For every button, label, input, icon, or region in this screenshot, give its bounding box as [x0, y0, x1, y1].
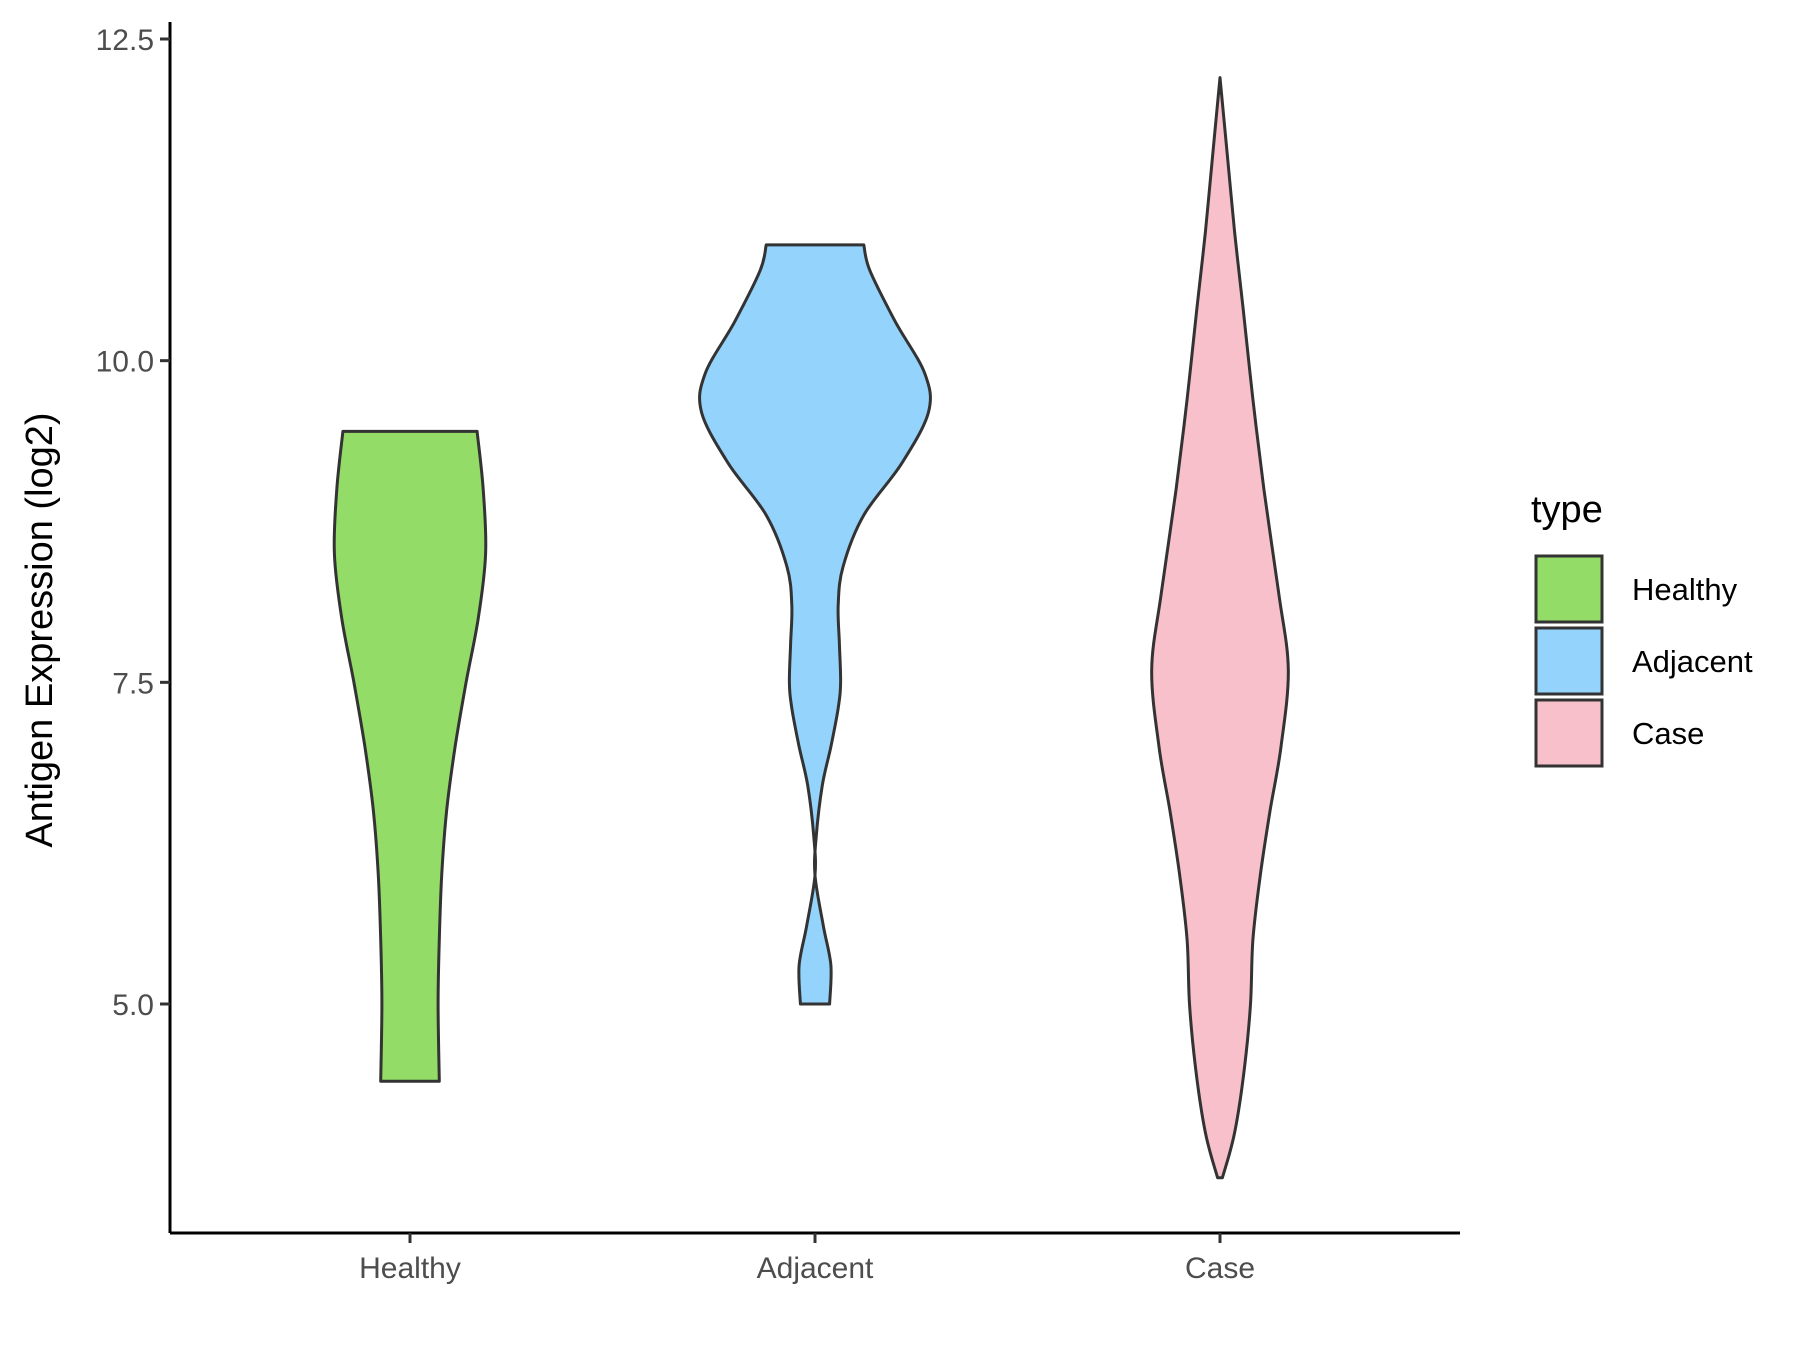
y-tick-label: 10.0 — [96, 346, 154, 379]
violin-healthy — [332, 429, 488, 1083]
violin-adjacent — [698, 243, 932, 1006]
legend-swatch-case — [1534, 698, 1604, 768]
x-tick-label: Healthy — [359, 1252, 461, 1285]
legend-label-healthy: Healthy — [1632, 572, 1738, 607]
y-tick-label: 7.5 — [112, 667, 154, 700]
violins-layer — [332, 76, 1290, 1180]
legend-label-adjacent: Adjacent — [1632, 644, 1753, 679]
violin-case — [1150, 76, 1290, 1180]
legend-label-case: Case — [1632, 716, 1704, 751]
x-tick-label: Adjacent — [757, 1252, 874, 1285]
y-axis-title: Antigen Expression (log2) — [19, 412, 61, 847]
legend-title: type — [1531, 489, 1603, 531]
legend-swatch-healthy — [1534, 554, 1604, 624]
y-tick-label: 5.0 — [112, 989, 154, 1022]
legend: type Healthy Adjacent Case — [1531, 489, 1753, 768]
x-tick-label: Case — [1185, 1252, 1255, 1285]
y-tick-label: 12.5 — [96, 24, 154, 57]
legend-swatch-adjacent — [1534, 626, 1604, 696]
axes-layer: 5.0 7.5 10.0 12.5 Healthy Adjacent Case — [96, 22, 1460, 1285]
